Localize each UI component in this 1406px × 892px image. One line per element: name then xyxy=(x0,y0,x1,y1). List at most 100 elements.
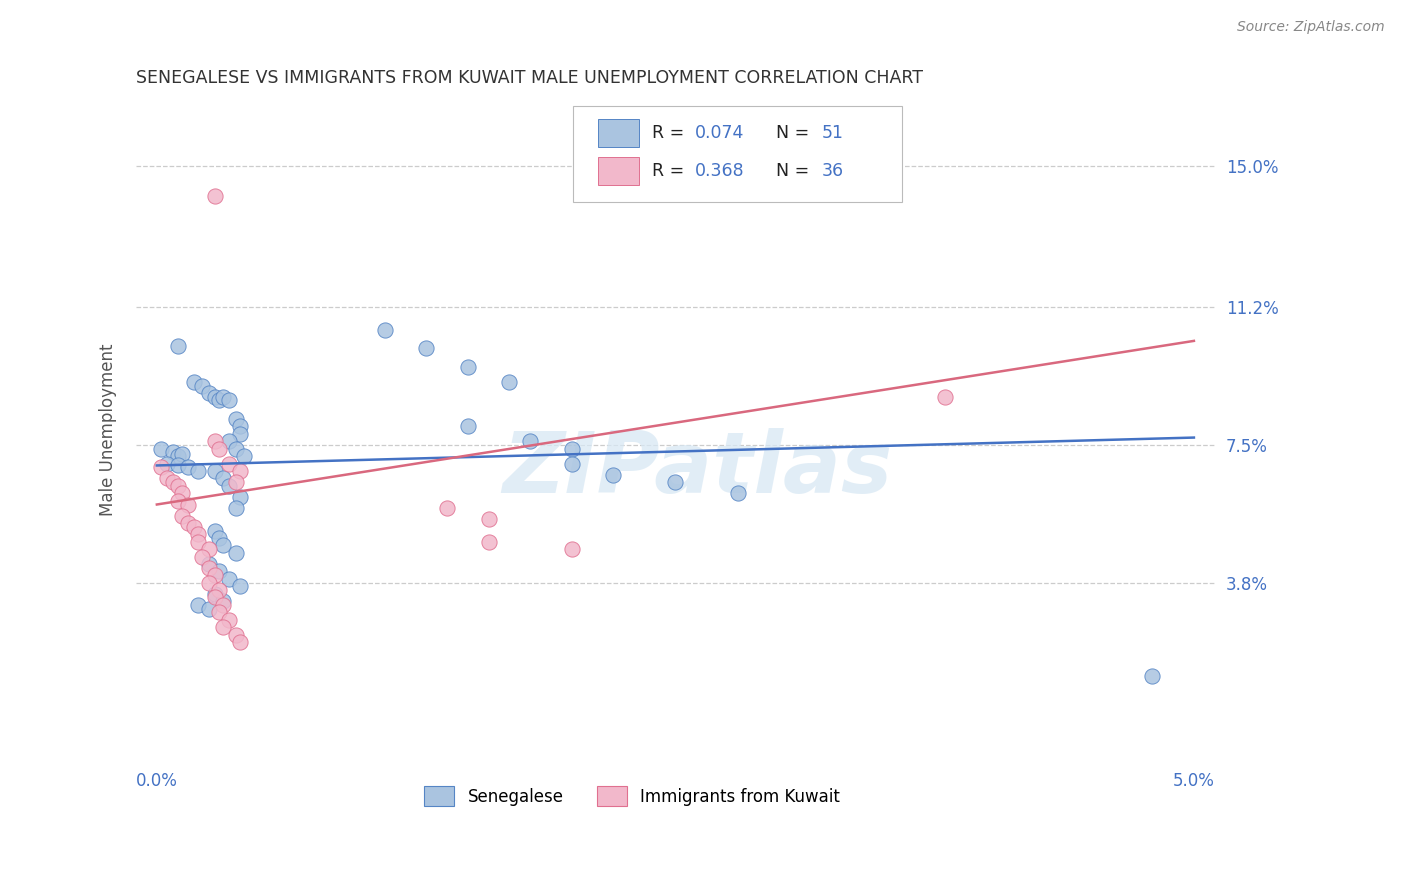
Text: Source: ZipAtlas.com: Source: ZipAtlas.com xyxy=(1237,20,1385,34)
Point xyxy=(197,386,219,401)
Point xyxy=(187,598,209,612)
Point xyxy=(150,442,173,456)
Text: 0.074: 0.074 xyxy=(695,124,744,143)
Text: N =: N = xyxy=(765,162,814,180)
Point xyxy=(208,393,231,408)
Point xyxy=(212,598,235,612)
Point xyxy=(212,620,235,634)
Point xyxy=(561,542,583,557)
Point xyxy=(166,339,188,353)
Point xyxy=(934,390,956,404)
Point xyxy=(197,560,219,574)
Point xyxy=(229,464,252,478)
Point xyxy=(498,375,520,389)
Point xyxy=(162,445,184,459)
Text: R =: R = xyxy=(651,162,689,180)
Point xyxy=(177,460,200,475)
Point xyxy=(218,572,240,586)
Point xyxy=(212,594,235,608)
Point xyxy=(727,486,749,500)
Point xyxy=(225,412,247,426)
Text: 36: 36 xyxy=(823,162,844,180)
Point xyxy=(218,434,240,449)
Text: 0.368: 0.368 xyxy=(695,162,744,180)
Point xyxy=(204,568,226,582)
Point xyxy=(212,538,235,552)
Point xyxy=(218,457,240,471)
Point xyxy=(1142,668,1164,682)
Point xyxy=(208,605,231,619)
Point xyxy=(457,419,479,434)
Point xyxy=(197,557,219,571)
Point xyxy=(187,464,209,478)
Point xyxy=(664,475,686,490)
Point xyxy=(436,501,458,516)
Point xyxy=(229,490,252,504)
Text: 51: 51 xyxy=(823,124,844,143)
Point xyxy=(197,542,219,557)
Point xyxy=(478,512,501,526)
Point xyxy=(225,501,247,516)
Point xyxy=(197,575,219,590)
Point xyxy=(183,520,205,534)
Point xyxy=(191,549,214,564)
Point xyxy=(561,442,583,456)
Point xyxy=(187,534,209,549)
FancyBboxPatch shape xyxy=(572,106,901,202)
Point xyxy=(150,460,173,475)
Point xyxy=(229,635,252,649)
Point xyxy=(204,434,226,449)
Point xyxy=(561,457,583,471)
Point xyxy=(218,479,240,493)
Point xyxy=(218,393,240,408)
Point xyxy=(218,613,240,627)
Point xyxy=(457,359,479,374)
Point xyxy=(233,449,256,463)
Point xyxy=(177,516,200,530)
Text: ZIPatlas: ZIPatlas xyxy=(502,428,891,511)
Point xyxy=(170,447,193,461)
Point xyxy=(208,531,231,545)
Y-axis label: Male Unemployment: Male Unemployment xyxy=(100,344,117,516)
Point xyxy=(166,458,188,473)
Point xyxy=(229,579,252,593)
Point xyxy=(191,378,214,392)
Point xyxy=(374,323,396,337)
Point xyxy=(519,434,541,449)
Point xyxy=(177,498,200,512)
Point xyxy=(478,534,501,549)
Point xyxy=(162,475,184,490)
Point xyxy=(156,471,179,485)
Point xyxy=(204,390,226,404)
Point xyxy=(170,508,193,523)
Point xyxy=(166,479,188,493)
Point xyxy=(204,464,226,478)
Point xyxy=(197,601,219,615)
Text: N =: N = xyxy=(765,124,814,143)
Point xyxy=(156,457,179,471)
Point xyxy=(229,419,252,434)
Point xyxy=(225,442,247,456)
Point xyxy=(208,442,231,456)
Point xyxy=(225,627,247,641)
Point xyxy=(166,493,188,508)
Point xyxy=(187,527,209,541)
Point xyxy=(204,587,226,601)
Point xyxy=(208,582,231,597)
Text: SENEGALESE VS IMMIGRANTS FROM KUWAIT MALE UNEMPLOYMENT CORRELATION CHART: SENEGALESE VS IMMIGRANTS FROM KUWAIT MAL… xyxy=(136,69,924,87)
Point xyxy=(225,475,247,490)
Point xyxy=(183,375,205,389)
Point xyxy=(204,189,226,203)
Point xyxy=(212,390,235,404)
Point xyxy=(204,524,226,538)
FancyBboxPatch shape xyxy=(598,120,638,147)
Point xyxy=(602,467,624,482)
Point xyxy=(415,341,437,355)
Point xyxy=(170,486,193,500)
Point xyxy=(229,426,252,441)
FancyBboxPatch shape xyxy=(598,157,638,186)
Legend: Senegalese, Immigrants from Kuwait: Senegalese, Immigrants from Kuwait xyxy=(418,780,846,813)
Text: R =: R = xyxy=(651,124,689,143)
Point xyxy=(225,546,247,560)
Point xyxy=(212,471,235,485)
